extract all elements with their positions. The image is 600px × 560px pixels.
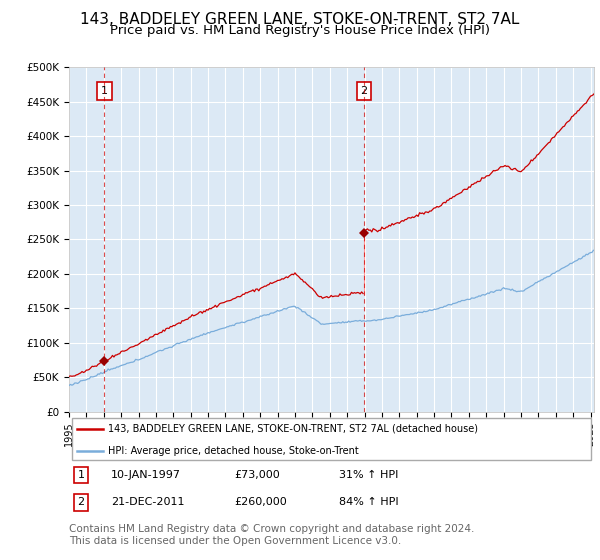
Text: 10-JAN-1997: 10-JAN-1997	[111, 470, 181, 480]
Text: 2: 2	[77, 497, 85, 507]
Text: 21-DEC-2011: 21-DEC-2011	[111, 497, 185, 507]
Text: £73,000: £73,000	[234, 470, 280, 480]
Text: Price paid vs. HM Land Registry's House Price Index (HPI): Price paid vs. HM Land Registry's House …	[110, 24, 490, 36]
Text: 1: 1	[77, 470, 85, 480]
Text: 84% ↑ HPI: 84% ↑ HPI	[339, 497, 398, 507]
Text: £260,000: £260,000	[234, 497, 287, 507]
Text: 2: 2	[361, 86, 368, 96]
FancyBboxPatch shape	[71, 418, 591, 460]
Text: 1: 1	[101, 86, 108, 96]
Text: 143, BADDELEY GREEN LANE, STOKE-ON-TRENT, ST2 7AL (detached house): 143, BADDELEY GREEN LANE, STOKE-ON-TRENT…	[109, 424, 478, 434]
Text: Contains HM Land Registry data © Crown copyright and database right 2024.
This d: Contains HM Land Registry data © Crown c…	[69, 524, 475, 545]
Text: HPI: Average price, detached house, Stoke-on-Trent: HPI: Average price, detached house, Stok…	[109, 446, 359, 455]
Text: 143, BADDELEY GREEN LANE, STOKE-ON-TRENT, ST2 7AL: 143, BADDELEY GREEN LANE, STOKE-ON-TRENT…	[80, 12, 520, 27]
Text: 31% ↑ HPI: 31% ↑ HPI	[339, 470, 398, 480]
